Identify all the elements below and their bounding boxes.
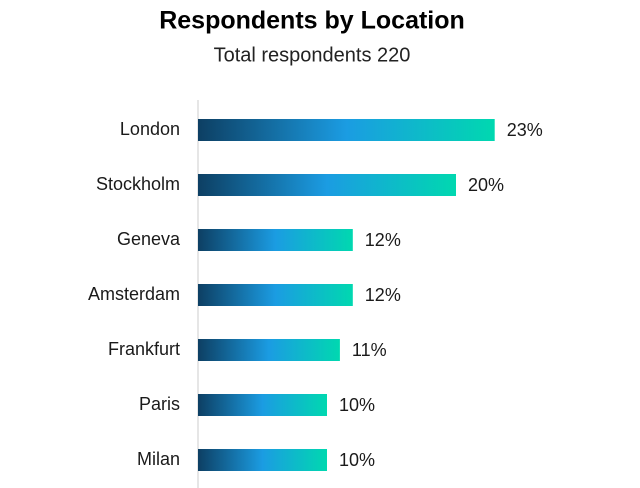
category-label: Paris bbox=[139, 394, 180, 414]
bar bbox=[198, 284, 353, 306]
bar bbox=[198, 229, 353, 251]
value-label: 12% bbox=[365, 285, 401, 305]
value-label: 10% bbox=[339, 395, 375, 415]
category-label: Amsterdam bbox=[88, 284, 180, 304]
category-label: London bbox=[120, 119, 180, 139]
category-label: Geneva bbox=[117, 229, 181, 249]
bar bbox=[198, 449, 327, 471]
category-label: Milan bbox=[137, 449, 180, 469]
value-label: 10% bbox=[339, 450, 375, 470]
value-label: 20% bbox=[468, 175, 504, 195]
value-label: 11% bbox=[352, 340, 387, 360]
value-label: 23% bbox=[507, 120, 543, 140]
category-label: Frankfurt bbox=[108, 339, 180, 359]
value-label: 12% bbox=[365, 230, 401, 250]
chart-title: Respondents by Location bbox=[159, 7, 465, 35]
bar bbox=[198, 339, 340, 361]
bar bbox=[198, 394, 327, 416]
chart-subtitle: Total respondents 220 bbox=[214, 44, 411, 66]
bar bbox=[198, 119, 495, 141]
bar bbox=[198, 174, 456, 196]
category-label: Stockholm bbox=[96, 174, 180, 194]
